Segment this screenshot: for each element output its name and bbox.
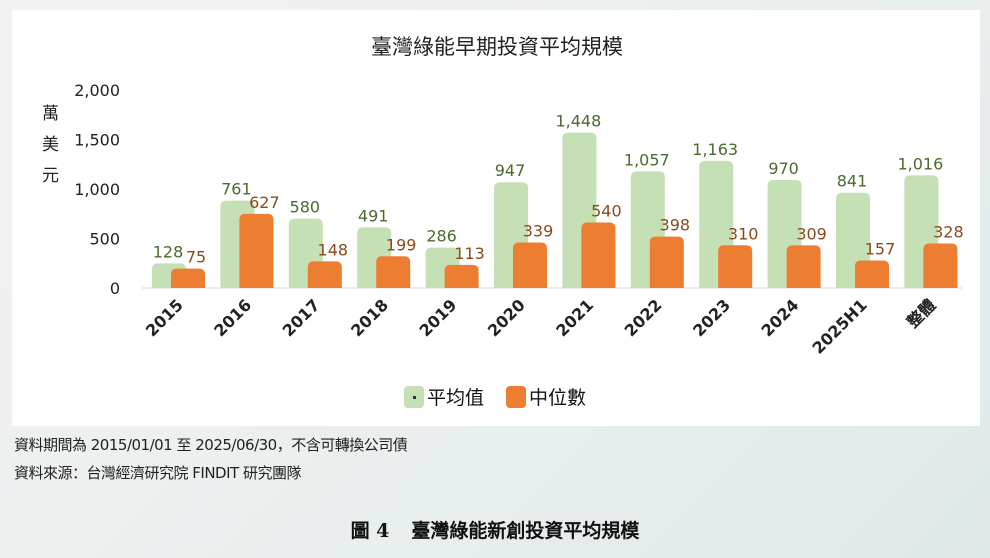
median-bar <box>581 222 616 288</box>
x-tick-label: 2015 <box>142 295 187 340</box>
mean-data-label: 491 <box>358 206 389 225</box>
median-data-label: 310 <box>728 224 759 243</box>
legend-label: 平均值 <box>427 387 484 409</box>
median-bar <box>239 213 274 288</box>
figure-title: 臺灣綠能新創投資平均規模 <box>411 520 640 542</box>
y-axis-label: 萬美元 <box>38 104 58 197</box>
x-tick-label: 2023 <box>689 295 734 340</box>
median-bar <box>376 256 411 288</box>
median-data-label: 157 <box>865 239 896 258</box>
x-tick-label: 2021 <box>552 295 597 340</box>
mean-data-label: 947 <box>495 161 526 180</box>
data-source-note: 資料來源：台灣經濟研究院 FINDIT 研究團隊 <box>14 464 301 482</box>
median-data-label: 627 <box>249 193 280 212</box>
mean-data-label: 1,057 <box>624 150 670 169</box>
legend-marker-icon <box>413 396 416 399</box>
median-bar <box>171 268 205 288</box>
median-bar <box>649 236 684 288</box>
mean-data-label: 841 <box>837 172 868 191</box>
median-data-label: 339 <box>523 221 554 240</box>
y-tick-label: 0 <box>110 279 120 298</box>
median-data-label: 309 <box>796 224 827 243</box>
x-tick-label: 2020 <box>484 295 529 340</box>
median-bar <box>855 260 889 288</box>
median-data-label: 398 <box>660 216 691 235</box>
x-tick-label: 2017 <box>279 295 324 340</box>
figure-caption: 圖 4 臺灣綠能新創投資平均規模 <box>0 516 990 543</box>
mean-data-label: 761 <box>221 180 252 199</box>
median-bar <box>786 245 821 288</box>
median-bar <box>307 261 342 288</box>
mean-data-label: 128 <box>153 242 184 261</box>
mean-data-label: 1,163 <box>692 140 738 159</box>
x-tick-label: 2019 <box>416 295 461 340</box>
x-tick-label: 2018 <box>347 295 392 340</box>
median-data-label: 113 <box>454 244 485 263</box>
y-tick-label: 2,000 <box>74 81 120 100</box>
x-tick-label: 整體 <box>902 295 939 332</box>
chart-title: 臺灣綠能早期投資平均規模 <box>371 35 623 59</box>
figure-number: 圖 4 <box>350 520 390 542</box>
median-data-label: 148 <box>318 240 349 259</box>
median-bar <box>923 243 958 288</box>
x-tick-label: 2024 <box>758 295 803 340</box>
legend-swatch-median <box>506 386 526 408</box>
y-tick-label: 500 <box>89 230 120 249</box>
y-tick-label: 1,500 <box>74 131 120 150</box>
median-bar <box>444 264 479 288</box>
x-tick-label: 2025H1 <box>809 295 871 357</box>
x-tick-label: 2022 <box>621 295 666 340</box>
mean-data-label: 970 <box>768 159 799 178</box>
x-tick-label: 2016 <box>210 295 255 340</box>
y-tick-label: 1,000 <box>74 180 120 199</box>
median-data-label: 75 <box>186 248 206 267</box>
mean-data-label: 286 <box>426 227 457 246</box>
mean-data-label: 1,016 <box>897 154 943 173</box>
mean-data-label: 1,448 <box>555 112 601 131</box>
bar-chart: 臺灣綠能早期投資平均規模 0 500 1,000 1,500 2,000 128 75 2015… <box>74 35 964 409</box>
legend-label: 中位數 <box>529 387 586 409</box>
median-data-label: 540 <box>591 202 622 221</box>
data-period-note: 資料期間為 2015/01/01 至 2025/06/30，不含可轉換公司債 <box>14 436 408 454</box>
median-bar <box>513 242 547 288</box>
median-bar <box>718 245 753 288</box>
median-data-label: 199 <box>386 235 417 254</box>
median-data-label: 328 <box>933 223 964 242</box>
mean-data-label: 580 <box>290 198 321 217</box>
